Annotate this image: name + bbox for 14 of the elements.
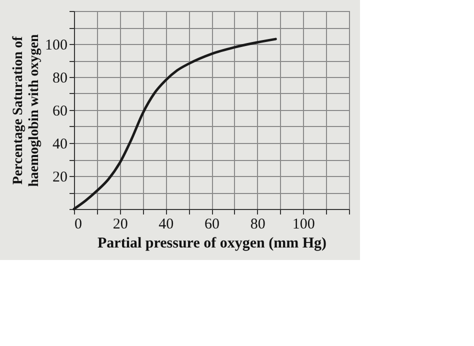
x-tick-label: 40 xyxy=(158,216,174,232)
line-series xyxy=(72,38,277,210)
y-axis-title: Percentage Saturation of haemoglobin with oxygen xyxy=(11,34,42,187)
x-tick-label: 20 xyxy=(112,216,128,232)
x-axis-title: Partial pressure of oxygen (mm Hg) xyxy=(98,236,326,252)
x-tick-label: 0 xyxy=(74,216,82,232)
y-tick-label: 60 xyxy=(52,104,68,120)
x-tick-label: 100 xyxy=(292,216,315,232)
y-tick-label: 80 xyxy=(52,70,68,86)
y-tick-label: 20 xyxy=(52,170,68,186)
x-tick-label: 60 xyxy=(204,216,220,232)
y-tick-label: 40 xyxy=(52,136,68,152)
y-tick-label: 100 xyxy=(45,38,68,54)
x-tick-label: 80 xyxy=(250,216,266,232)
